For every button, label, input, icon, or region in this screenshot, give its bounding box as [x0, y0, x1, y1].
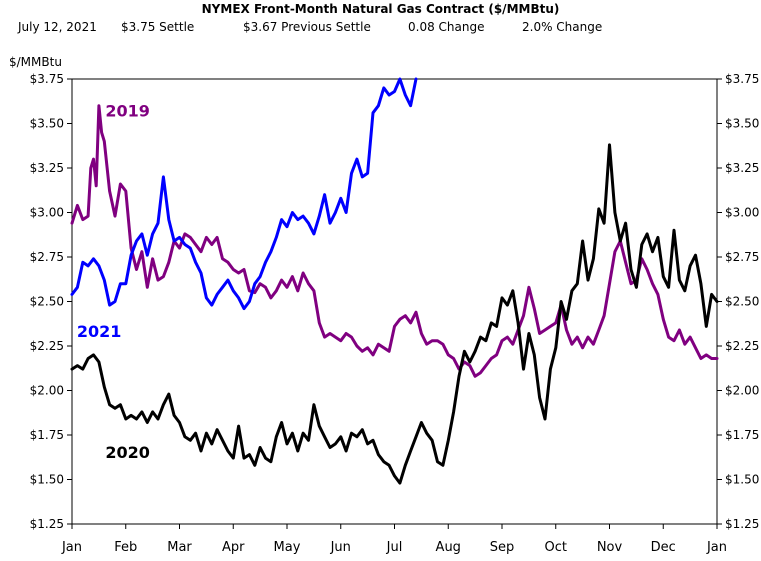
settle-label: $3.75 Settle [121, 20, 195, 34]
y-tick-label-left: $2.25 [30, 339, 64, 353]
x-tick-label: Jun [330, 540, 351, 555]
y-tick-label-left: $1.75 [30, 428, 64, 442]
series-label-2021: 2021 [77, 322, 122, 341]
x-tick-label: Nov [597, 540, 623, 555]
y-tick-label-left: $3.00 [30, 206, 64, 220]
y-tick-label-left: $2.75 [30, 250, 64, 264]
y-tick-label-right: $3.75 [725, 72, 759, 86]
series-line-2021 [70, 77, 418, 311]
x-tick-label: Jan [706, 540, 727, 555]
y-tick-label-right: $2.50 [725, 295, 759, 309]
x-tick-label: Jan [61, 540, 82, 555]
plot-frame [71, 78, 718, 525]
y-tick-label-right: $1.75 [725, 428, 759, 442]
series-label-2019: 2019 [105, 101, 150, 120]
y-tick-label-left: $1.50 [30, 473, 64, 487]
series-label-2020: 2020 [105, 443, 150, 462]
y-tick-label-left: $2.50 [30, 295, 64, 309]
pct-change-label: 2.0% Change [522, 20, 603, 34]
x-tick-label: Mar [167, 540, 192, 555]
x-tick-label: Sep [490, 540, 515, 555]
y-tick-label-right: $2.25 [725, 339, 759, 353]
x-tick-label: Jul [386, 540, 403, 555]
chart-title: NYMEX Front-Month Natural Gas Contract (… [201, 2, 560, 16]
x-tick-label: Oct [545, 540, 567, 555]
date-label: July 12, 2021 [18, 20, 97, 34]
y-tick-label-right: $3.50 [725, 117, 759, 131]
y-tick-label-right: $3.00 [725, 206, 759, 220]
y-tick-label-left: $1.25 [30, 517, 64, 531]
y-tick-label-left: $3.25 [30, 161, 64, 175]
y-tick-label-right: $2.75 [725, 250, 759, 264]
series-line-2019 [70, 104, 719, 378]
y-tick-label-right: $1.50 [725, 473, 759, 487]
series-line-2020 [70, 143, 719, 485]
y-tick-label-left: $3.75 [30, 72, 64, 86]
x-tick-label: Feb [114, 540, 137, 555]
previous-settle-label: $3.67 Previous Settle [243, 20, 371, 34]
y-tick-label-left: $3.50 [30, 117, 64, 131]
y-tick-label-left: $2.00 [30, 384, 64, 398]
y-tick-label-right: $2.00 [725, 384, 759, 398]
x-tick-label: Aug [436, 540, 461, 555]
y-axis-label: $/MMBtu [9, 55, 62, 69]
y-tick-label-right: $1.25 [725, 517, 759, 531]
y-tick-label-right: $3.25 [725, 161, 759, 175]
x-tick-label: Apr [222, 540, 245, 555]
x-tick-label: Dec [651, 540, 676, 555]
change-label: 0.08 Change [408, 20, 485, 34]
x-tick-label: May [274, 540, 301, 555]
